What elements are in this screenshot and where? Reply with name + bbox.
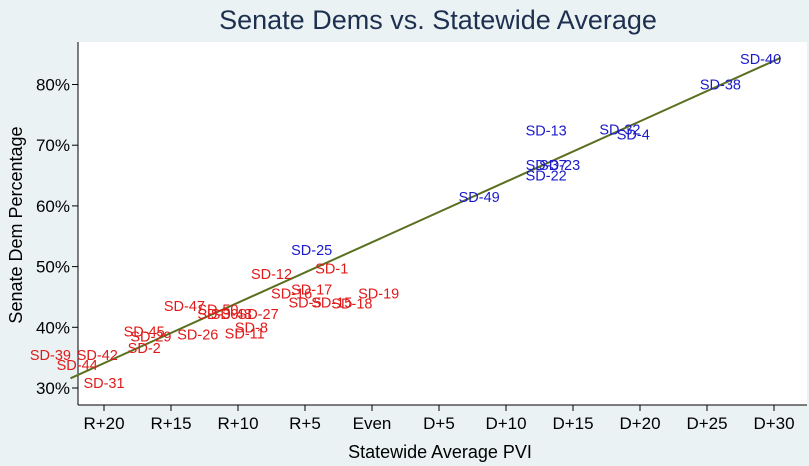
point-label: SD-32 bbox=[599, 122, 640, 138]
point-label: SD-42 bbox=[77, 348, 118, 364]
point-label: SD-5 bbox=[288, 295, 321, 311]
y-tick-label: 60% bbox=[36, 197, 70, 216]
point-label: SD-4 bbox=[617, 127, 650, 143]
point-label: SD-12 bbox=[251, 267, 292, 283]
point-label: SD-27 bbox=[238, 307, 279, 323]
point-label: SD-23 bbox=[539, 158, 580, 174]
y-tick-label: 30% bbox=[36, 379, 70, 398]
point-label: SD-39 bbox=[30, 348, 71, 364]
y-tick-label: 80% bbox=[36, 76, 70, 95]
x-tick-label: R+20 bbox=[83, 414, 124, 433]
plot-area bbox=[78, 42, 807, 405]
chart-title: Senate Dems vs. Statewide Average bbox=[219, 5, 657, 35]
y-tick-label: 40% bbox=[36, 318, 70, 337]
point-label: SD-37 bbox=[526, 158, 567, 174]
point-label: SD-45 bbox=[124, 325, 165, 341]
point-label: SD-48 bbox=[211, 307, 252, 323]
axes: 30% 40% 50% 60% 70% 80% R+20 R+15 R+10 R+5 Even D+5… bbox=[36, 42, 807, 433]
point-label: SD-11 bbox=[225, 326, 265, 342]
point-label: SD-49 bbox=[459, 190, 500, 206]
fit-line bbox=[70, 56, 782, 380]
point-label: SD-38 bbox=[700, 78, 741, 94]
point-label: SD-1 bbox=[315, 261, 348, 277]
point-label: SD-31 bbox=[83, 376, 124, 392]
point-label: SD-16 bbox=[271, 286, 312, 302]
point-label: SD-17 bbox=[291, 283, 332, 299]
point-label: SD-18 bbox=[331, 297, 372, 313]
x-tick-label: R+5 bbox=[289, 414, 321, 433]
point-label: SD-8 bbox=[235, 320, 268, 336]
y-tick-label: 50% bbox=[36, 258, 70, 277]
point-label: SD-40 bbox=[740, 52, 781, 68]
point-label: SD-2 bbox=[128, 341, 161, 357]
point-label: SD-50 bbox=[197, 303, 238, 319]
point-label: SD-44 bbox=[57, 358, 98, 374]
x-tick-label: Even bbox=[353, 414, 392, 433]
point-label: SD-25 bbox=[291, 243, 332, 259]
point-label: SD-13 bbox=[526, 124, 567, 140]
x-axis-label: Statewide Average PVI bbox=[348, 442, 532, 462]
x-tick-label: D+10 bbox=[485, 414, 526, 433]
x-tick-label: R+15 bbox=[150, 414, 191, 433]
x-tick-label: R+10 bbox=[217, 414, 258, 433]
point-label: SD-15 bbox=[311, 295, 352, 311]
y-tick-label: 70% bbox=[36, 136, 70, 155]
x-tick-label: D+25 bbox=[686, 414, 727, 433]
point-label: SD-47 bbox=[164, 299, 205, 315]
point-label: SD-22 bbox=[526, 169, 567, 185]
x-tick-label: D+20 bbox=[619, 414, 660, 433]
point-label: SD-30 bbox=[197, 307, 238, 323]
y-axis-label: Senate Dem Percentage bbox=[6, 126, 26, 323]
point-label: SD-19 bbox=[358, 286, 399, 302]
fit-line-group bbox=[70, 56, 782, 380]
x-tick-label: D+30 bbox=[753, 414, 794, 433]
point-label: SD-26 bbox=[177, 328, 218, 344]
x-tick-label: D+5 bbox=[423, 414, 455, 433]
x-tick-label: D+15 bbox=[552, 414, 593, 433]
point-label: SD-29 bbox=[130, 329, 171, 345]
